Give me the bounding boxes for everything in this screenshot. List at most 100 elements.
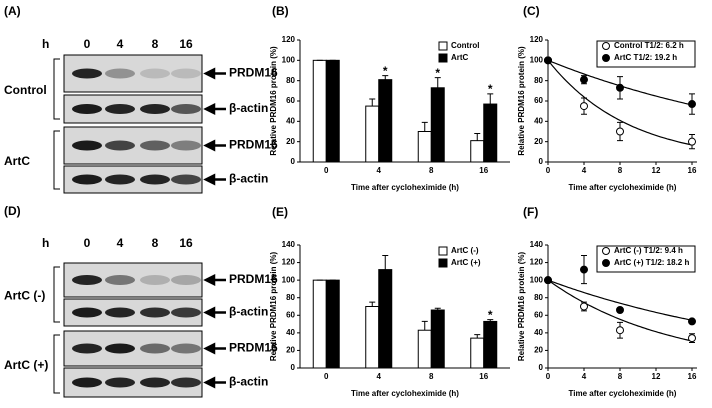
arrow — [203, 67, 226, 80]
y-tick-label: 60 — [534, 96, 543, 105]
group-label: ArtC (-) — [4, 289, 45, 303]
legend-swatch — [438, 258, 448, 268]
band-label: β-actin — [229, 101, 268, 115]
legend-marker — [602, 247, 610, 255]
bar — [312, 59, 327, 163]
y-tick-label: 20 — [534, 346, 543, 355]
point — [580, 102, 588, 111]
point — [688, 317, 696, 326]
x-tick-label: 12 — [652, 372, 661, 381]
y-tick-label: 0 — [291, 363, 296, 372]
point — [544, 56, 552, 65]
y-tick-label: 60 — [286, 310, 295, 319]
bar — [325, 59, 340, 163]
arrow — [203, 102, 226, 116]
band — [105, 307, 135, 318]
fit-curve — [547, 279, 693, 342]
y-tick-label: 40 — [534, 328, 543, 337]
band — [171, 343, 201, 354]
significance: * — [383, 64, 388, 78]
y-tick-label: 60 — [534, 310, 543, 319]
y-tick-label: 100 — [282, 275, 296, 284]
point — [616, 83, 624, 92]
bar — [470, 337, 485, 369]
y-tick-label: 40 — [286, 328, 295, 337]
legend-label: ArtC (-) — [451, 246, 479, 255]
group-label: ArtC (+) — [4, 358, 48, 372]
lane-label: 0 — [84, 37, 91, 51]
legend-label: ArtC — [451, 53, 469, 62]
lane-label: 8 — [152, 236, 159, 250]
bar — [470, 140, 485, 163]
y-tick-label: 120 — [282, 35, 296, 44]
error-bar — [487, 93, 494, 105]
legend-label: Control T1/2: 6.2 h — [614, 41, 684, 50]
arrow — [203, 173, 226, 186]
bar — [483, 103, 498, 163]
y-tick-label: 0 — [539, 363, 544, 372]
lane-label: 16 — [179, 37, 193, 51]
bar — [378, 269, 393, 369]
y-tick-label: 120 — [530, 35, 544, 44]
band — [72, 174, 102, 185]
lane-label: 4 — [117, 236, 124, 250]
point — [688, 100, 696, 109]
x-axis-label: Time after cycloheximide (h) — [351, 389, 459, 398]
bar — [430, 309, 445, 369]
band — [105, 377, 135, 388]
arrow — [203, 376, 226, 389]
band — [72, 377, 102, 388]
bar — [417, 329, 432, 369]
legend-swatch — [438, 53, 448, 63]
band-label: PRDM16 — [229, 272, 278, 286]
x-tick-label: 8 — [429, 372, 434, 381]
y-axis-label: Relative PRDM16 protein (%) — [269, 251, 278, 361]
panel-label: (F) — [523, 205, 538, 219]
legend-swatch — [438, 41, 448, 51]
x-tick-label: 4 — [582, 166, 587, 175]
arrow — [203, 306, 226, 319]
band — [105, 68, 135, 79]
y-tick-label: 60 — [286, 96, 295, 105]
y-tick-label: 40 — [286, 116, 295, 125]
band — [105, 275, 135, 285]
bar — [378, 79, 393, 163]
lane-label: 4 — [117, 37, 124, 51]
error-bar — [434, 77, 441, 88]
band — [171, 307, 201, 318]
arrow — [203, 273, 226, 287]
band-label: PRDM16 — [229, 341, 278, 355]
point — [616, 127, 624, 136]
bar — [312, 279, 327, 369]
band — [72, 343, 102, 354]
error-bar — [421, 121, 428, 132]
y-tick-label: 80 — [534, 293, 543, 302]
y-tick-label: 100 — [530, 55, 544, 64]
band — [72, 68, 102, 79]
y-tick-label: 40 — [534, 116, 543, 125]
legend-box — [596, 40, 696, 68]
x-tick-label: 8 — [618, 372, 623, 381]
point — [580, 302, 588, 311]
x-tick-label: 4 — [377, 372, 382, 381]
band — [140, 174, 170, 185]
point — [688, 137, 696, 146]
error-bar — [474, 133, 481, 141]
error-bar — [382, 75, 389, 80]
y-tick-label: 80 — [286, 76, 295, 85]
point — [616, 306, 624, 315]
fit-curve — [547, 59, 693, 146]
band — [171, 68, 201, 79]
panel-label: (D) — [4, 204, 21, 218]
band — [140, 377, 170, 388]
legend-swatch — [438, 246, 448, 256]
error-bar — [434, 307, 441, 311]
y-tick-label: 100 — [282, 55, 296, 64]
y-tick-label: 0 — [539, 157, 544, 166]
band — [171, 104, 201, 114]
x-tick-label: 4 — [582, 372, 587, 381]
point — [580, 75, 588, 84]
x-tick-label: 4 — [377, 166, 382, 175]
legend-box — [596, 245, 696, 273]
lane-label: 0 — [84, 236, 91, 250]
